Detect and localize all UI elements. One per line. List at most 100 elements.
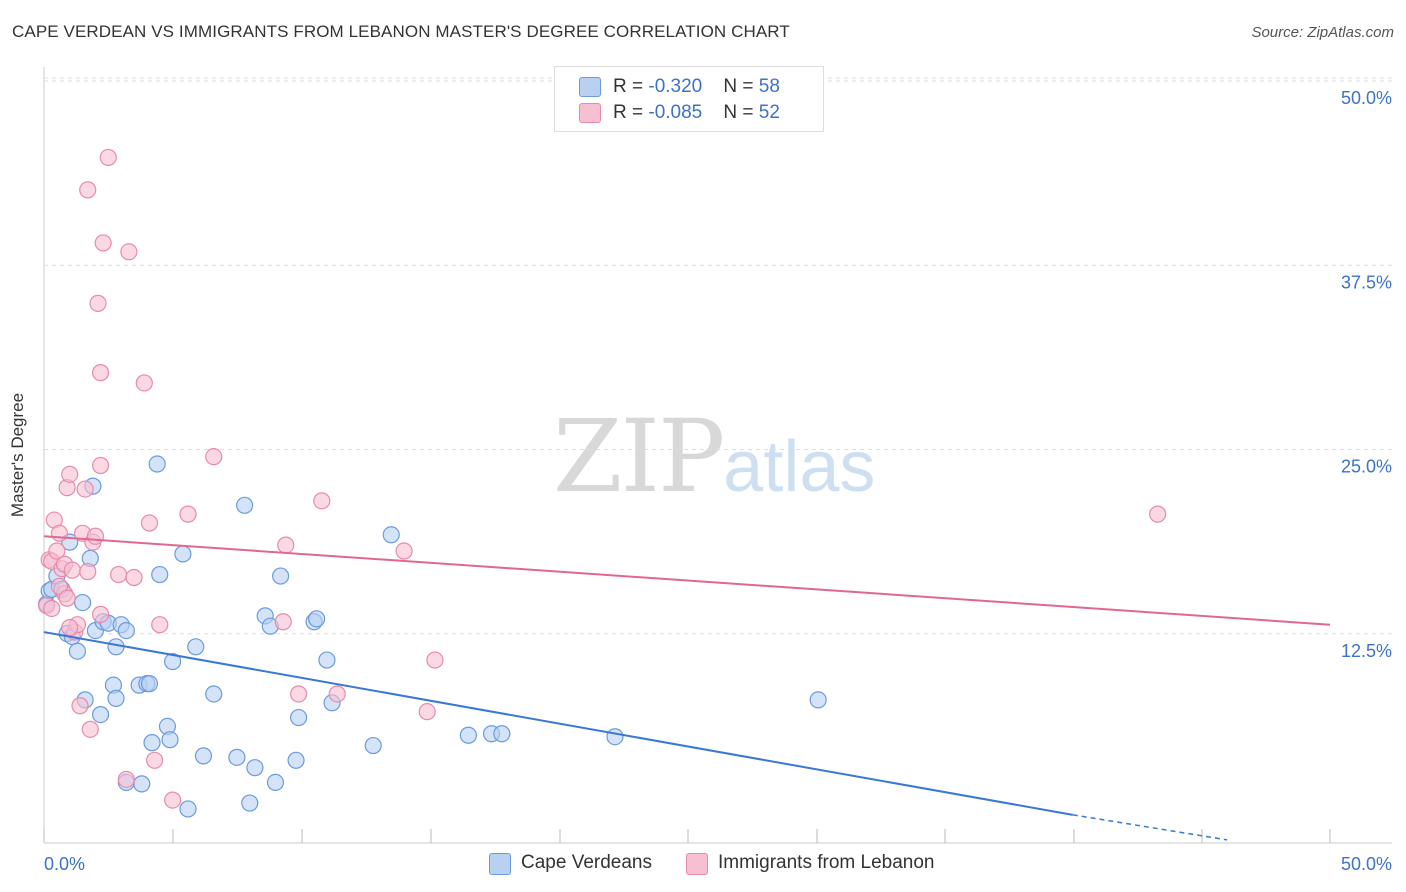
lebanon-point [86,527,105,545]
lebanon-point [81,720,99,738]
cape-verdean-point [290,708,308,727]
cape-verdean-point [287,751,305,769]
legend-r-value: -0.085 [648,102,703,123]
bottom-legend-label: Immigrants from Lebanon [718,852,935,873]
watermark-atlas: atlas [723,427,876,507]
lebanon-point [274,613,292,631]
cape-verdean-point [493,725,511,743]
lebanon-point [50,524,69,542]
legend-n-value: 58 [758,76,780,97]
pink-swatch-icon [686,853,708,875]
cape-verdean-point [151,565,169,584]
cape-verdean-point [364,736,382,755]
source-credit: Source: ZipAtlas.com [1251,24,1394,41]
lebanon-point [290,685,308,703]
legend-r-label: R = [613,76,649,97]
cape-verdean-point [194,747,213,765]
lebanon-point [179,505,197,523]
cape-verdean-point [143,734,161,752]
y-axis-label: Master's Degree [8,392,27,518]
cape-verdean-point [148,455,166,473]
lebanon-point [418,703,436,721]
lebanon-point [79,181,97,199]
lebanon-point [61,465,79,483]
y-tick-label: 25.0% [1341,457,1392,477]
lebanon-trend-line [43,535,1331,626]
cape-verdean-point [228,748,246,766]
chart-title: CAPE VERDEAN VS IMMIGRANTS FROM LEBANON … [12,22,790,41]
lebanon-point [91,364,110,382]
cape-verdean-point [382,526,400,544]
watermark-zip: ZIP [553,398,725,515]
lebanon-point [94,234,112,252]
y-tick-label: 37.5% [1341,272,1392,292]
x-tick-label: 0.0% [44,854,85,874]
lebanon-point [277,536,295,554]
cape-verdean-point [246,759,264,777]
lebanon-point [125,568,143,587]
lebanon-point [145,751,164,769]
lebanon-point [91,605,110,623]
cape-verdean-point [179,800,197,818]
legend-r-label: R = [613,102,649,123]
lebanon-point [205,448,223,466]
lebanon-point [328,685,346,703]
cape-verdean-point [272,567,290,585]
lebanon-point [76,480,94,498]
cape-verdean-point [164,652,182,671]
y-tick-label: 12.5% [1341,641,1392,661]
cape-verdean-point [187,638,205,656]
legend-n-label: N = [723,76,759,97]
lebanon-point [109,565,128,584]
cape-verdean-point [107,689,125,707]
cape-verdean-point [205,685,223,703]
blue-swatch-icon [579,77,601,97]
lebanon-point [164,791,182,809]
lebanon-point [43,599,61,618]
lebanon-point [1149,505,1167,523]
lebanon-point [79,563,97,581]
lebanon-point [395,542,413,560]
x-tick-label: 50.0% [1341,854,1392,874]
lebanon-point [120,243,138,261]
lebanon-point [313,492,331,510]
lebanon-point [135,374,153,392]
lebanon-point [48,542,66,560]
lebanon-point [99,148,117,167]
cape-verdean-point [140,675,159,693]
lebanon-point [140,514,159,532]
cape-verdean-point [174,545,192,563]
correlation-legend: R = -0.320 N = 58 R = -0.085 N = 52 [554,66,824,132]
legend-n-value: 52 [758,102,780,123]
watermark: ZIPatlas [553,398,875,515]
cape-verdean-point [117,621,135,640]
cape-verdean-trend-extension [1072,814,1228,841]
cape-verdean-point [266,773,285,792]
cape-verdean-point [308,610,326,628]
cape-verdean-point [809,691,827,709]
y-tick-label: 50.0% [1341,88,1392,108]
lebanon-point [63,561,81,579]
cape-verdean-point [73,593,92,612]
lebanon-point [426,651,444,669]
cape-verdean-point [606,728,624,746]
cape-verdean-point [91,706,110,724]
legend-n-label: N = [723,102,759,123]
blue-swatch-icon [489,853,511,875]
legend-r-value: -0.320 [648,76,703,97]
lebanon-point [89,294,107,312]
cape-verdean-point [236,496,254,514]
lebanon-point [58,589,76,607]
bottom-legend-label: Cape Verdeans [521,852,652,873]
cape-verdean-trend-line [43,631,1073,816]
lebanon-point [117,770,135,789]
lebanon-point [61,619,79,637]
cape-verdean-point [133,775,151,793]
cape-verdean-point [318,651,336,669]
lebanon-point [91,456,110,475]
cape-verdean-point [161,731,179,749]
lebanon-point [151,616,169,634]
pink-swatch-icon [579,103,601,123]
cape-verdean-point [68,642,87,660]
